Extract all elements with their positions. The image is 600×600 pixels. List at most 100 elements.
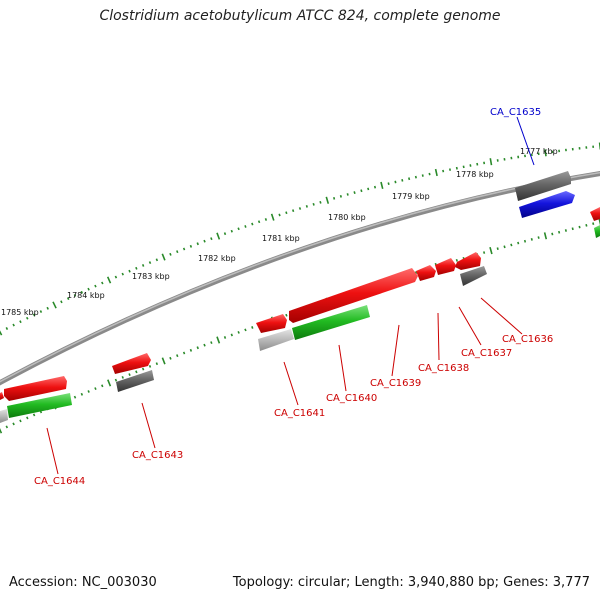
gene-feature-ca-c1643-red[interactable] <box>112 353 151 374</box>
major-tick <box>270 213 275 221</box>
minor-tick <box>244 225 247 228</box>
minor-tick <box>26 416 29 420</box>
minor-tick <box>148 261 152 265</box>
gene-feature-ca-c1635[interactable] <box>519 191 575 218</box>
minor-tick <box>455 258 458 262</box>
major-tick <box>161 357 166 365</box>
minor-tick <box>60 300 63 304</box>
minor-tick <box>182 351 186 355</box>
gene-feature-ca-c1644-red[interactable] <box>4 376 67 401</box>
minor-tick <box>73 293 77 297</box>
minor-tick <box>128 269 131 273</box>
gene-feature-right-edge-red[interactable] <box>590 207 600 221</box>
minor-tick <box>189 348 193 352</box>
minor-tick <box>285 211 288 215</box>
minor-tick <box>203 239 206 243</box>
major-tick <box>0 428 3 434</box>
minor-tick <box>237 330 240 334</box>
gene-feature-ca-c1644[interactable] <box>7 393 72 418</box>
gene-label-ca-c1640[interactable]: CA_C1640 <box>326 393 377 404</box>
minor-tick <box>251 326 254 329</box>
minor-tick <box>476 162 479 166</box>
gene-feature-right-edge-green[interactable] <box>594 225 600 238</box>
minor-tick <box>414 271 418 275</box>
minor-tick <box>510 243 513 247</box>
gene-label-ca-c1637[interactable]: CA_C1637 <box>461 348 512 359</box>
minor-tick <box>530 238 533 241</box>
minor-tick <box>578 225 581 229</box>
major-tick <box>434 168 438 177</box>
minor-tick <box>339 194 342 198</box>
minor-tick <box>237 227 240 231</box>
gene-feature-ca-c1636-gray[interactable] <box>460 266 487 286</box>
gene-feature-left-edge-red[interactable] <box>0 392 4 400</box>
minor-tick <box>223 232 227 236</box>
gene-label-ca-c1639[interactable]: CA_C1639 <box>370 378 421 389</box>
kbp-label-1782: 1782 kbp <box>198 254 236 263</box>
major-tick <box>544 149 547 157</box>
gene-label-ca-c1638[interactable]: CA_C1638 <box>418 363 469 374</box>
kbp-label-1781: 1781 kbp <box>262 234 300 243</box>
gene-feature-ca-c1641-red[interactable] <box>256 314 287 333</box>
gene-feature-ca-c1637[interactable] <box>435 258 456 275</box>
leader-line-ca-c1635 <box>516 116 535 166</box>
minor-tick <box>5 327 9 330</box>
minor-tick <box>101 281 104 285</box>
major-tick <box>106 276 112 284</box>
major-tick <box>489 246 493 255</box>
minor-tick <box>408 177 411 181</box>
minor-tick <box>114 275 118 279</box>
minor-tick <box>121 375 124 379</box>
minor-tick <box>278 213 281 217</box>
minor-tick <box>373 185 377 189</box>
gene-feature-ca-c1638[interactable] <box>416 265 436 281</box>
minor-tick <box>367 187 370 191</box>
minor-tick <box>94 284 97 288</box>
minor-tick <box>523 239 527 243</box>
minor-tick <box>257 220 261 224</box>
minor-tick <box>312 202 315 206</box>
minor-tick <box>5 425 9 429</box>
minor-tick <box>87 287 90 291</box>
leader-line-ca-c1643 <box>141 402 156 449</box>
minor-tick <box>285 313 288 317</box>
gene-feature-ca-c1635-gray[interactable] <box>515 171 571 201</box>
minor-tick <box>517 241 520 245</box>
minor-tick <box>169 356 172 360</box>
major-tick <box>380 181 384 189</box>
minor-tick <box>12 422 15 426</box>
gene-feature-ca-c1643[interactable] <box>116 370 154 392</box>
gene-feature-ca-c1639[interactable] <box>289 268 418 323</box>
leader-line-ca-c1636 <box>480 297 523 335</box>
minor-tick <box>462 165 465 169</box>
gene-feature-left-edge-gray[interactable] <box>0 409 8 423</box>
gene-feature-ca-c1636-red[interactable] <box>455 252 481 270</box>
minor-tick <box>141 264 145 267</box>
gene-label-ca-c1644[interactable]: CA_C1644 <box>34 476 85 487</box>
gene-label-ca-c1635[interactable]: CA_C1635 <box>490 107 541 118</box>
gene-feature-ca-c1640[interactable] <box>292 305 370 340</box>
minor-tick <box>176 354 179 358</box>
minor-tick <box>571 227 574 231</box>
minor-tick <box>421 174 424 177</box>
minor-tick <box>210 341 213 345</box>
minor-tick <box>19 419 22 423</box>
minor-tick <box>94 387 97 391</box>
gene-label-ca-c1636[interactable]: CA_C1636 <box>502 334 553 345</box>
major-tick <box>52 301 57 309</box>
minor-tick <box>592 222 595 226</box>
minor-tick <box>585 223 588 227</box>
minor-tick <box>189 244 193 248</box>
minor-tick <box>80 392 84 396</box>
minor-tick <box>87 390 90 393</box>
kbp-label-1780: 1780 kbp <box>328 213 366 222</box>
map-title: Clostridium acetobutylicum ATCC 824, com… <box>99 8 501 24</box>
kbp-label-1784: 1784 kbp <box>67 291 105 300</box>
gene-label-ca-c1641[interactable]: CA_C1641 <box>274 408 325 419</box>
minor-tick <box>469 164 472 167</box>
gene-label-ca-c1643[interactable]: CA_C1643 <box>132 450 183 461</box>
kbp-label-1778: 1778 kbp <box>456 170 494 179</box>
minor-tick <box>135 370 138 374</box>
gene-feature-ca-c1641[interactable] <box>258 329 294 351</box>
minor-tick <box>319 200 322 204</box>
